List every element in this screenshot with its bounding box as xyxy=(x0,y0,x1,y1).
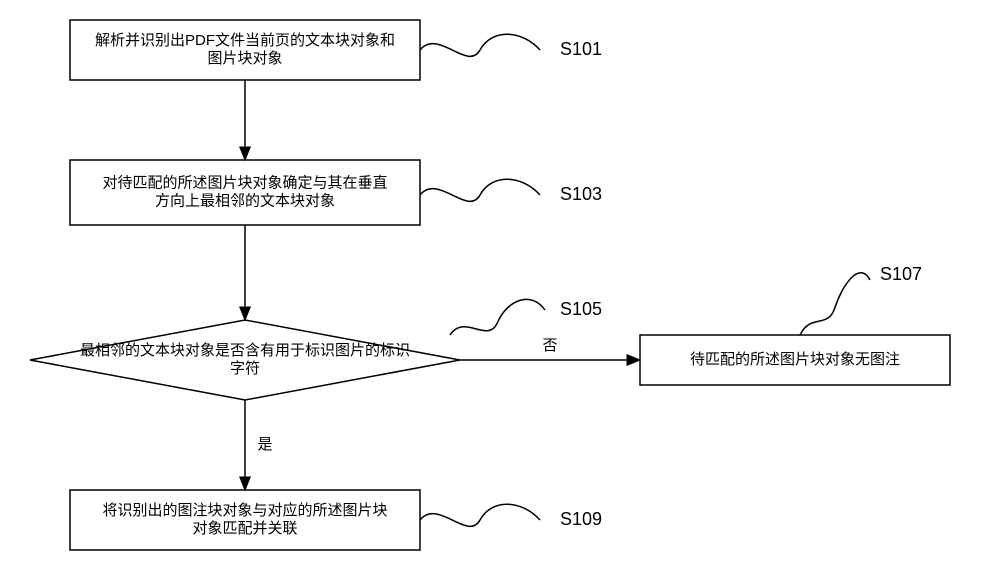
node-text-s109-0: 将识别出的图注块对象与对应的所述图片块 xyxy=(102,501,387,519)
callout-s103 xyxy=(420,179,540,201)
callout-s105 xyxy=(450,299,545,335)
node-s101: 解析并识别出PDF文件当前页的文本块对象和图片块对象 xyxy=(70,20,420,80)
node-text-s109-1: 对象匹配并关联 xyxy=(192,520,297,537)
node-text-s101-1: 图片块对象 xyxy=(207,50,282,67)
node-text-s101-0: 解析并识别出PDF文件当前页的文本块对象和 xyxy=(95,32,395,49)
flowchart: 解析并识别出PDF文件当前页的文本块对象和图片块对象对待匹配的所述图片块对象确定… xyxy=(0,0,1000,584)
node-s107: 待匹配的所述图片块对象无图注 xyxy=(640,335,950,385)
callout-s109 xyxy=(420,504,540,526)
callout-s101 xyxy=(420,34,540,56)
node-text-s105-0: 最相邻的文本块对象是否含有用于标识图片的标识 xyxy=(80,342,410,359)
node-text-s107-0: 待匹配的所述图片块对象无图注 xyxy=(690,351,900,368)
node-text-s103-1: 方向上最相邻的文本块对象 xyxy=(155,192,335,209)
step-label-s101: S101 xyxy=(560,39,602,59)
node-text-s105-1: 字符 xyxy=(230,360,260,377)
node-s105: 最相邻的文本块对象是否含有用于标识图片的标识字符 xyxy=(30,320,460,400)
edge-label-e3: 是 xyxy=(257,436,272,453)
node-s103: 对待匹配的所述图片块对象确定与其在垂直方向上最相邻的文本块对象 xyxy=(70,160,420,225)
node-text-s103-0: 对待匹配的所述图片块对象确定与其在垂直 xyxy=(102,174,387,191)
step-label-s109: S109 xyxy=(560,509,602,529)
step-label-s107: S107 xyxy=(880,264,922,284)
node-s109: 将识别出的图注块对象与对应的所述图片块对象匹配并关联 xyxy=(70,490,420,550)
step-label-s105: S105 xyxy=(560,299,602,319)
callout-s107 xyxy=(800,273,870,335)
step-label-s103: S103 xyxy=(560,184,602,204)
edge-label-e4: 否 xyxy=(542,337,557,354)
